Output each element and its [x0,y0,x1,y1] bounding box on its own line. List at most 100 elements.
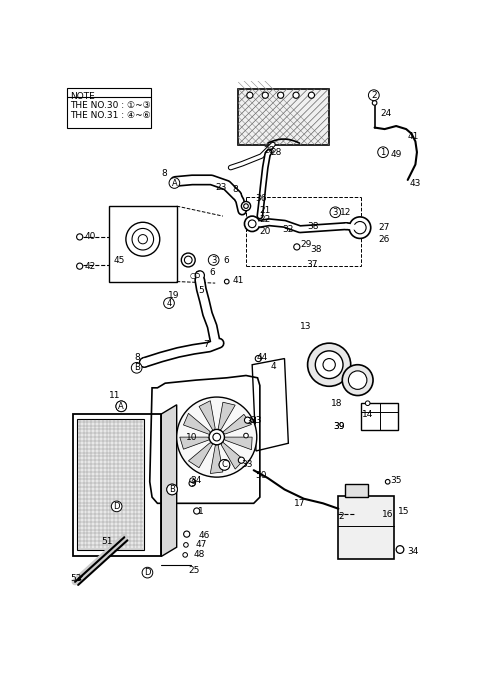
Circle shape [193,508,200,514]
Text: A: A [119,402,124,411]
Text: D: D [144,568,151,577]
Text: 29: 29 [300,240,311,249]
Polygon shape [180,437,211,450]
Circle shape [244,417,251,423]
Text: 27: 27 [378,223,390,232]
Circle shape [262,92,268,98]
Polygon shape [221,441,244,469]
Polygon shape [210,443,223,473]
Text: 46: 46 [198,531,210,540]
Circle shape [223,463,229,469]
Circle shape [190,478,194,483]
Circle shape [244,433,248,438]
Text: 12: 12 [340,207,351,217]
Circle shape [277,92,284,98]
Text: 5: 5 [198,286,204,296]
Bar [238,89,329,144]
Text: 36: 36 [255,194,267,203]
Text: 45: 45 [114,256,125,264]
Text: 51: 51 [101,538,113,546]
Circle shape [213,433,221,441]
Circle shape [183,553,188,557]
Text: 21: 21 [259,206,270,215]
Text: 37: 37 [306,260,318,269]
Circle shape [241,201,251,211]
Circle shape [138,235,147,244]
Circle shape [293,92,299,98]
Bar [73,414,161,557]
Circle shape [126,222,160,256]
Text: D: D [113,502,120,511]
Text: 3: 3 [333,207,338,217]
Bar [77,418,144,550]
Text: C: C [221,460,228,469]
Text: 23: 23 [215,183,227,192]
Text: A: A [171,178,177,188]
Text: A: A [119,402,124,411]
Text: 25: 25 [188,566,200,575]
Circle shape [132,228,154,250]
Circle shape [244,216,260,231]
Circle shape [184,256,192,264]
Text: 4: 4 [167,298,172,308]
Text: 19: 19 [168,291,179,300]
Circle shape [385,479,390,484]
Text: 8: 8 [232,184,238,194]
Circle shape [140,358,149,367]
Circle shape [315,351,343,378]
Text: THE NO.30 : ①~③: THE NO.30 : ①~③ [71,100,151,110]
Polygon shape [199,401,215,432]
Text: 22: 22 [259,216,270,224]
Circle shape [244,204,248,208]
Text: B: B [169,485,175,494]
Circle shape [396,546,404,553]
Text: 40: 40 [84,233,96,241]
Text: 41: 41 [408,132,419,141]
Text: 15: 15 [398,506,409,515]
Text: 11: 11 [109,391,120,400]
Text: 38: 38 [308,222,319,231]
Text: 20: 20 [259,227,270,236]
Text: 26: 26 [378,235,390,243]
Circle shape [308,343,351,386]
Text: 44: 44 [257,353,268,361]
Text: 33: 33 [251,416,262,424]
Circle shape [248,220,256,228]
Bar [361,403,398,430]
Text: 38: 38 [310,245,322,254]
Circle shape [365,401,370,405]
Text: 6: 6 [223,256,228,264]
Text: B: B [169,485,175,494]
Text: 8: 8 [134,353,140,361]
Circle shape [348,371,367,389]
Text: 47: 47 [196,540,207,549]
Circle shape [77,234,83,240]
Polygon shape [161,405,177,557]
Circle shape [372,100,377,105]
Circle shape [177,397,257,477]
Text: 41: 41 [232,275,243,285]
Text: THE NO.31 : ④~⑥: THE NO.31 : ④~⑥ [71,111,151,119]
Bar [109,206,177,281]
Text: 2: 2 [338,512,344,521]
Text: B: B [134,363,140,372]
Bar [67,87,151,127]
Circle shape [247,92,253,98]
Text: 3: 3 [211,256,216,264]
Text: 34: 34 [407,546,418,555]
Text: 1: 1 [197,506,203,515]
Text: ○5: ○5 [190,271,201,280]
Text: NOTE: NOTE [71,92,95,101]
Text: 32: 32 [282,224,294,234]
Circle shape [349,217,371,239]
Text: 33: 33 [241,460,253,469]
Polygon shape [221,414,252,434]
Circle shape [294,244,300,250]
Circle shape [184,542,188,547]
Text: 42: 42 [84,262,96,271]
Text: 4: 4 [271,362,276,371]
Text: 24: 24 [381,109,392,118]
Text: 10: 10 [186,433,197,441]
Text: 39: 39 [334,422,345,431]
Polygon shape [189,443,214,468]
